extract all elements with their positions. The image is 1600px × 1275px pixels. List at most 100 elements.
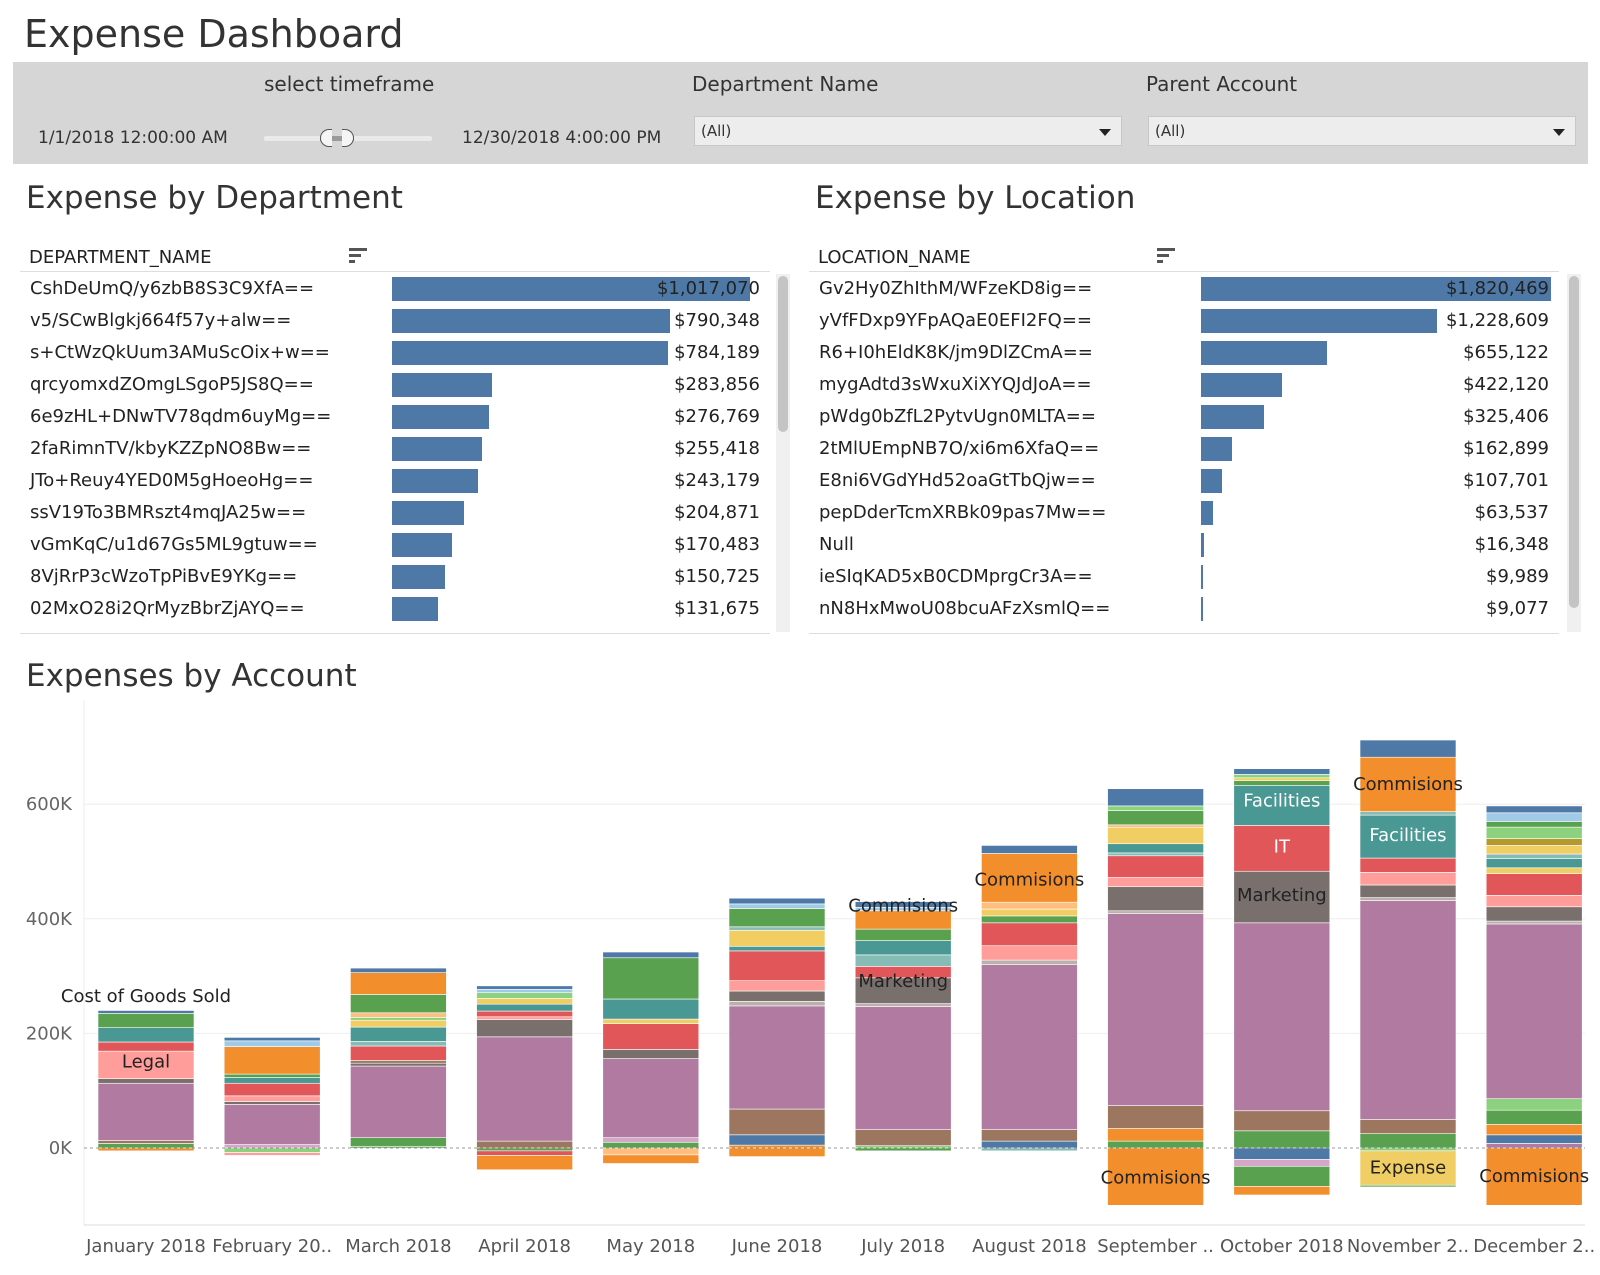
bar-segment: [1485, 1147, 1583, 1206]
row-bar: [1201, 469, 1222, 493]
table-row[interactable]: qrcyomxdZOmgLSgoP5JS8Q== $283,856: [20, 368, 770, 400]
table-row[interactable]: vGmKqC/u1d67Gs5ML9gtuw== $170,483: [20, 528, 770, 560]
table-row[interactable]: 2tMlUEmpNB7O/xi6m6XfaQ== $162,899: [809, 432, 1559, 464]
segment-annotation: IT: [1274, 836, 1291, 857]
row-bar: [1201, 533, 1205, 557]
table-row[interactable]: s+CtWzQkUum3AMuScOix+w== $784,189: [20, 336, 770, 368]
table-row[interactable]: ieSIqKAD5xB0CDMprgCr3A== $9,989: [809, 560, 1559, 592]
row-bar: [392, 469, 478, 493]
timeframe-start-handle[interactable]: [320, 129, 332, 147]
sort-icon[interactable]: [1157, 248, 1175, 264]
segment-annotation: Commisions: [1101, 1168, 1211, 1189]
bar-segment: [350, 1060, 447, 1064]
row-bar: [392, 405, 490, 429]
table-row[interactable]: Null $16,348: [809, 528, 1559, 560]
parent-account-filter-label: Parent Account: [1146, 72, 1298, 96]
bar-segment: [476, 1010, 573, 1018]
table-row[interactable]: Gv2Hy0ZhIthM/WFzeKD8ig== $1,820,469: [809, 272, 1559, 304]
department-scrollbar[interactable]: [776, 274, 790, 632]
bar-segment: [1485, 873, 1583, 896]
row-amount: $243,179: [674, 470, 760, 491]
bar-segment: [602, 1018, 700, 1024]
bar-segment: [1485, 853, 1583, 859]
bar-segment: [223, 1101, 321, 1105]
chevron-down-icon: [1099, 129, 1111, 136]
bar-segment: [728, 926, 826, 931]
bar-segment: [1485, 867, 1583, 874]
bar-segment: [1485, 858, 1583, 869]
bar-segment: [1485, 923, 1583, 1100]
location-table: Gv2Hy0ZhIthM/WFzeKD8ig== $1,820,469 yVfFDx…: [809, 272, 1559, 634]
table-row[interactable]: v5/SCwBlgkj664f57y+alw== $790,348: [20, 304, 770, 336]
table-row[interactable]: JTo+Reuy4YED0M5gHoeoHg== $243,179: [20, 464, 770, 496]
bar-segment: [350, 1017, 447, 1021]
row-name: 02MxO28i2QrMyzBbrZjAYQ==: [30, 598, 305, 619]
bar-segment: [981, 853, 1078, 903]
bar-segment: [1233, 784, 1331, 826]
bar-segment: [1485, 920, 1583, 925]
table-row[interactable]: pepDderTcmXRBk09pas7Mw== $63,537: [809, 496, 1559, 528]
timeframe-end: 12/30/2018 4:00:00 PM: [462, 128, 662, 148]
location-scrollbar-thumb[interactable]: [1569, 276, 1579, 608]
bar-segment: [602, 1137, 700, 1143]
bar-segment: [223, 1077, 321, 1084]
bar-segment: [1233, 1159, 1331, 1167]
bar-segment: [854, 940, 952, 956]
bar-segment: [981, 901, 1078, 910]
bar-segment: [1359, 739, 1457, 758]
sort-icon[interactable]: [349, 248, 367, 264]
row-amount: $784,189: [674, 342, 760, 363]
bar-segment: [1107, 810, 1204, 826]
bar-segment: [1107, 1105, 1204, 1129]
department-scrollbar-thumb[interactable]: [778, 276, 788, 432]
department-dropdown[interactable]: (All): [694, 116, 1122, 146]
table-row[interactable]: R6+I0hEldK8K/jm9DlZCmA== $655,122: [809, 336, 1559, 368]
bar-segment: [1359, 884, 1457, 898]
table-row[interactable]: yVfFDxp9YFpAQaE0EFI2FQ== $1,228,609: [809, 304, 1559, 336]
account-section-title: Expenses by Account: [26, 658, 357, 694]
bar-segment: [602, 1154, 700, 1164]
row-name: 8VjRrP3cWzoTpPiBvE9YKg==: [30, 566, 298, 587]
table-row[interactable]: 6e9zHL+DNwTV78qdm6uyMg== $276,769: [20, 400, 770, 432]
bar-segment: [350, 972, 447, 995]
table-row[interactable]: E8ni6VGdYHd52oaGtTbQjw== $107,701: [809, 464, 1559, 496]
x-tick-label: June 2018: [731, 1236, 823, 1257]
department-table: CshDeUmQ/y6zbB8S3C9XfA== $1,017,070 v5/SCw…: [20, 272, 770, 634]
bar-segment: [350, 1019, 447, 1028]
bar-segment: [1485, 826, 1583, 839]
row-name: nN8HxMwoU08bcuAFzXsmlQ==: [819, 598, 1111, 619]
bar-segment: [1485, 1143, 1583, 1149]
table-row[interactable]: 2faRimnTV/kbyKZZpNO8Bw== $255,418: [20, 432, 770, 464]
parent-account-dropdown[interactable]: (All): [1148, 116, 1576, 146]
bar-segment: [1233, 1110, 1331, 1132]
bar-segment: [223, 1104, 321, 1145]
location-scrollbar[interactable]: [1567, 274, 1581, 632]
row-name: ieSIqKAD5xB0CDMprgCr3A==: [819, 566, 1093, 587]
row-name: 6e9zHL+DNwTV78qdm6uyMg==: [30, 406, 332, 427]
bar-segment: [854, 1147, 952, 1152]
department-filter-label: Department Name: [692, 72, 879, 96]
table-row[interactable]: nN8HxMwoU08bcuAFzXsmlQ== $9,077: [809, 592, 1559, 624]
table-row[interactable]: 8VjRrP3cWzoTpPiBvE9YKg== $150,725: [20, 560, 770, 592]
bar-segment: [1359, 1184, 1457, 1188]
table-row[interactable]: CshDeUmQ/y6zbB8S3C9XfA== $1,017,070: [20, 272, 770, 304]
x-tick-label: September ..: [1097, 1236, 1214, 1257]
bar-segment: [1233, 774, 1331, 779]
table-row[interactable]: ssV19To3BMRszt4mqJA25w== $204,871: [20, 496, 770, 528]
bar-segment: [602, 1147, 700, 1156]
bar-segment: [223, 1152, 321, 1156]
table-row[interactable]: pWdg0bZfL2PytvUgn0MLTA== $325,406: [809, 400, 1559, 432]
bar-segment: [97, 1140, 195, 1144]
row-name: mygAdtd3sWxuXiXYQJdJoA==: [819, 374, 1092, 395]
segment-annotation: Facilities: [1243, 791, 1320, 812]
table-row[interactable]: 02MxO28i2QrMyzBbrZjAYQ== $131,675: [20, 592, 770, 624]
bar-segment: [1485, 1109, 1583, 1125]
bar-segment: [476, 998, 573, 1005]
table-row[interactable]: mygAdtd3sWxuXiXYQJdJoA== $422,120: [809, 368, 1559, 400]
bar-segment: [350, 1045, 447, 1061]
bar-segment: [854, 954, 952, 967]
bar-segment: [1485, 1134, 1583, 1144]
x-tick-label: January 2018: [85, 1236, 206, 1257]
bar-segment: [1359, 900, 1457, 1120]
location-section-title: Expense by Location: [815, 180, 1136, 216]
